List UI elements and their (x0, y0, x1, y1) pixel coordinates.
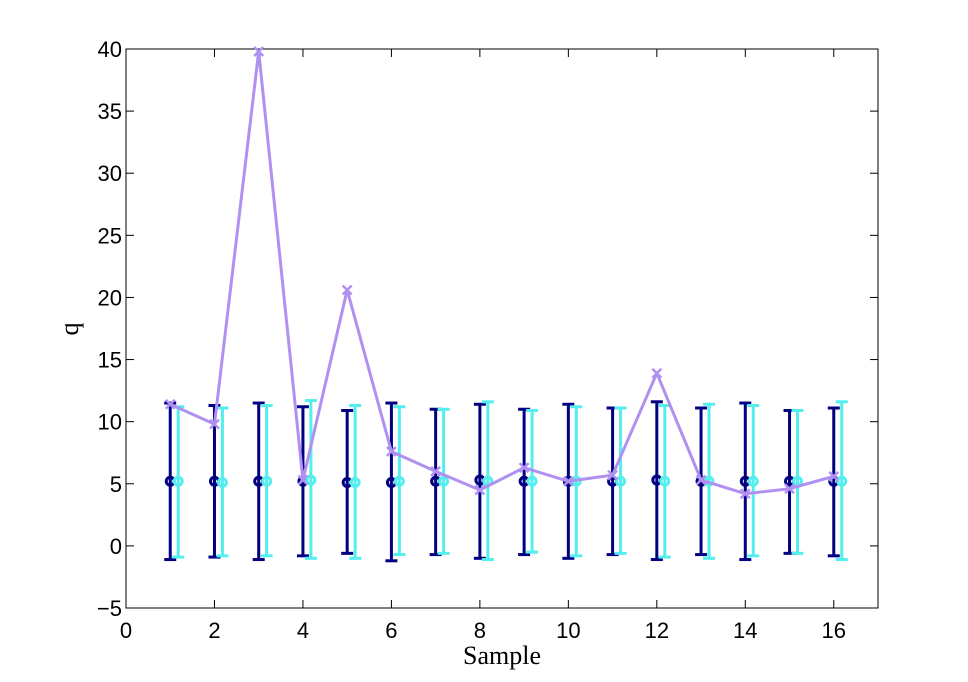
series-0 (164, 400, 840, 563)
x-marker (209, 418, 220, 430)
series-1 (172, 399, 848, 562)
x-marker-stroke (739, 488, 751, 500)
data-point (615, 475, 627, 487)
x-marker (784, 483, 795, 495)
x-tick-label: 0 (120, 618, 132, 643)
x-tick-label: 6 (385, 618, 397, 643)
x-marker-stroke (695, 474, 707, 486)
data-point (659, 475, 671, 487)
y-tick-label: 20 (98, 285, 122, 310)
x-tick-label: 10 (556, 618, 580, 643)
x-marker (474, 484, 486, 496)
x-marker-stroke (430, 465, 442, 477)
x-tick-label: 14 (733, 618, 757, 643)
x-marker-stroke (474, 484, 486, 496)
x-marker (607, 469, 618, 481)
x-marker (297, 474, 309, 486)
y-tick-label: 0 (110, 534, 122, 559)
series-line (169, 49, 835, 496)
data-point (438, 475, 450, 487)
x-axis-label: Sample (463, 641, 541, 670)
x-marker (518, 462, 530, 474)
x-marker-stroke (209, 418, 220, 430)
data-point (526, 475, 538, 487)
x-tick-label: 4 (297, 618, 309, 643)
x-marker-stroke (784, 483, 795, 495)
data-point (172, 475, 184, 487)
data-point (305, 474, 317, 486)
x-marker (253, 46, 265, 57)
data-point (747, 475, 759, 487)
x-marker-stroke (562, 475, 574, 487)
x-marker (828, 470, 840, 482)
data-point (216, 477, 228, 489)
x-marker-stroke (518, 462, 530, 474)
x-marker (695, 474, 707, 486)
x-marker (341, 284, 353, 296)
data-point (349, 477, 361, 489)
x-marker-stroke (164, 398, 176, 410)
y-tick-label: 30 (98, 161, 122, 186)
data-point (261, 475, 273, 487)
x-marker (164, 398, 176, 410)
series-layer (164, 46, 848, 563)
x-marker (739, 488, 751, 500)
x-marker (430, 465, 442, 477)
x-marker-stroke (297, 474, 309, 486)
x-marker-stroke (607, 469, 618, 481)
y-tick-label: 25 (98, 223, 122, 248)
x-marker-stroke (341, 284, 353, 296)
y-tick-label: −5 (97, 596, 122, 621)
y-tick-label: 10 (98, 410, 122, 435)
y-tick-label: 35 (98, 99, 122, 124)
x-marker (651, 367, 663, 379)
y-tick-label: 5 (110, 472, 122, 497)
x-tick-label: 2 (208, 618, 220, 643)
x-tick-label: 16 (822, 618, 846, 643)
x-marker (562, 475, 574, 487)
y-tick-label: 40 (98, 37, 122, 62)
x-marker-stroke (651, 367, 663, 379)
x-tick-label: 8 (474, 618, 486, 643)
x-marker-stroke (386, 446, 397, 457)
plot-area (125, 48, 879, 609)
data-point (393, 475, 405, 487)
y-tick-label: 15 (98, 348, 122, 373)
x-marker (386, 446, 397, 457)
y-axis-label: q (55, 323, 84, 336)
series-2 (164, 46, 840, 500)
x-marker-stroke (828, 470, 840, 482)
x-tick-label: 12 (645, 618, 669, 643)
x-marker-stroke (253, 46, 265, 57)
